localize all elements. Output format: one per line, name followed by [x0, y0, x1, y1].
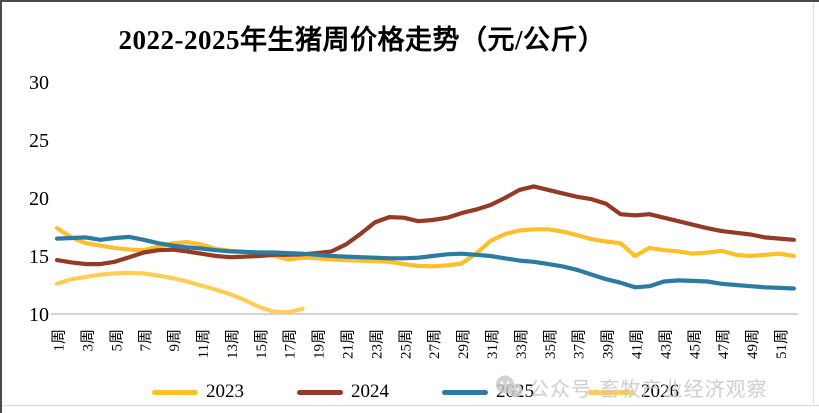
legend-marker-2024: [297, 389, 343, 395]
legend-item-2025: 2025: [442, 381, 534, 403]
y-tick-label: 20: [29, 188, 49, 210]
x-tick-label: 7周: [137, 329, 154, 352]
series-line-2025: [54, 234, 797, 291]
x-tick-label: 33周: [513, 329, 530, 359]
x-tick-label: 3周: [79, 329, 96, 352]
x-tick-label: 41周: [629, 329, 646, 359]
x-tick-label: 27周: [426, 329, 443, 359]
y-tick-label: 10: [29, 304, 49, 326]
x-tick-label: 31周: [484, 329, 501, 359]
x-tick-label: 37周: [571, 329, 588, 359]
x-tick-label: 45周: [686, 329, 703, 359]
legend-label-2025: 2025: [496, 381, 534, 402]
x-tick-label: 23周: [368, 329, 385, 359]
legend-marker-2026: [587, 389, 633, 395]
legend-label-2023: 2023: [206, 381, 244, 402]
series-line-2023: [54, 226, 797, 269]
window-bottom-edge: [2, 405, 819, 406]
x-tick-label: 51周: [773, 329, 790, 359]
series-line-2026: [54, 270, 305, 315]
y-tick-label: 15: [29, 246, 49, 268]
x-tick-label: 9周: [166, 329, 183, 352]
x-tick-label: 13周: [224, 329, 241, 359]
legend-marker-2025: [442, 389, 488, 395]
legend-item-2024: 2024: [297, 381, 389, 403]
x-tick-label: 11周: [195, 329, 212, 358]
x-tick-label: 1周: [51, 329, 68, 352]
legend-marker-2023: [152, 389, 198, 395]
x-tick-label: 17周: [282, 329, 299, 359]
x-tick-label: 5周: [108, 329, 125, 352]
y-tick-label: 30: [29, 72, 49, 94]
legend-item-2026: 2026: [587, 381, 679, 403]
x-tick-label: 25周: [397, 329, 414, 359]
x-tick-label: 49周: [744, 329, 761, 359]
x-tick-label: 47周: [715, 329, 732, 359]
x-tick-label: 29周: [455, 329, 472, 359]
x-tick-label: 21周: [340, 329, 357, 359]
chart-legend: 2023 2024 2025 2026: [152, 380, 732, 404]
y-tick-label: 25: [29, 130, 49, 152]
x-tick-label: 43周: [657, 329, 674, 359]
x-tick-label: 19周: [311, 329, 328, 359]
legend-label-2026: 2026: [641, 381, 679, 402]
chart-title: 2022-2025年生猪周价格走势（元/公斤）: [118, 25, 606, 55]
legend-item-2023: 2023: [152, 381, 244, 403]
x-tick-label: 35周: [542, 329, 559, 359]
window-right-edge: [813, 2, 814, 405]
series-line-2024: [54, 184, 797, 267]
legend-label-2024: 2024: [351, 381, 389, 402]
x-tick-label: 15周: [253, 329, 270, 359]
x-tick-label: 39周: [600, 329, 617, 359]
